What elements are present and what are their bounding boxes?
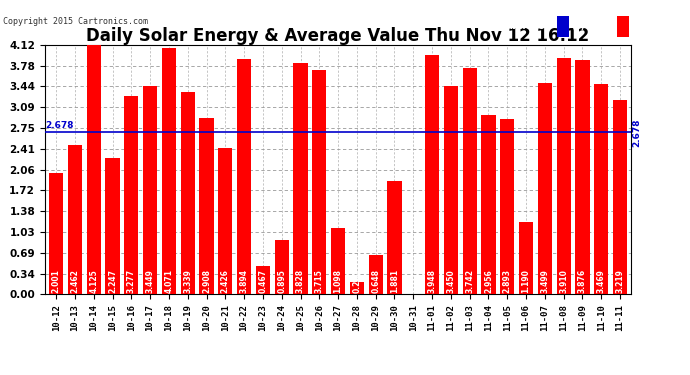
Title: Daily Solar Energy & Average Value Thu Nov 12 16:12: Daily Solar Energy & Average Value Thu N… (86, 27, 590, 45)
Text: 0.467: 0.467 (259, 269, 268, 293)
Text: 4.125: 4.125 (89, 269, 98, 293)
Text: 2.426: 2.426 (221, 269, 230, 293)
Bar (106, 158, 119, 294)
Bar (462, 68, 477, 294)
Text: 3.715: 3.715 (315, 269, 324, 293)
Bar (331, 228, 345, 294)
Bar (143, 86, 157, 294)
Bar (293, 63, 308, 294)
Bar (482, 116, 495, 294)
Text: 2.678: 2.678 (45, 121, 73, 130)
Text: 3.277: 3.277 (127, 269, 136, 293)
Text: 3.742: 3.742 (465, 269, 474, 293)
Text: 2.462: 2.462 (70, 269, 79, 293)
Text: Average: Average (506, 22, 545, 31)
Bar (500, 119, 514, 294)
Bar (87, 45, 101, 294)
Bar (594, 84, 609, 294)
Text: 3.910: 3.910 (559, 269, 568, 293)
Text: 2.001: 2.001 (52, 269, 61, 293)
Bar (68, 146, 82, 294)
Bar (618, 16, 629, 37)
Bar (124, 96, 139, 294)
Bar (237, 58, 251, 294)
Bar (181, 92, 195, 294)
Text: 3.828: 3.828 (296, 269, 305, 293)
Text: 2.908: 2.908 (202, 269, 211, 293)
Text: 1.190: 1.190 (522, 269, 531, 293)
Text: 1.881: 1.881 (390, 269, 399, 293)
Bar (162, 48, 176, 294)
Bar (218, 147, 233, 294)
Bar (49, 173, 63, 294)
Bar (613, 99, 627, 294)
Text: 3.499: 3.499 (540, 269, 549, 293)
Text: 0.895: 0.895 (277, 269, 286, 293)
Text: 0.207: 0.207 (353, 269, 362, 293)
Text: 2.893: 2.893 (503, 269, 512, 293)
Bar (368, 255, 383, 294)
Bar (350, 282, 364, 294)
Text: 3.219: 3.219 (615, 269, 624, 293)
Text: 2.678: 2.678 (632, 118, 641, 147)
Bar (256, 266, 270, 294)
Text: 2.247: 2.247 (108, 269, 117, 293)
Bar (313, 69, 326, 294)
Text: 3.876: 3.876 (578, 269, 587, 293)
Text: 3.450: 3.450 (446, 269, 455, 293)
Text: Daily: Daily (589, 22, 613, 31)
Text: 3.449: 3.449 (146, 269, 155, 293)
Text: Copyright 2015 Cartronics.com: Copyright 2015 Cartronics.com (3, 17, 148, 26)
Text: ($): ($) (571, 22, 585, 31)
Bar (425, 56, 439, 294)
Text: ($): ($) (615, 22, 629, 31)
Text: 3.948: 3.948 (428, 269, 437, 293)
Bar (444, 86, 458, 294)
Text: 1.098: 1.098 (333, 269, 343, 293)
Text: 3.339: 3.339 (184, 269, 193, 293)
Text: 3.469: 3.469 (597, 269, 606, 293)
Text: 0.648: 0.648 (371, 269, 380, 293)
Text: 3.894: 3.894 (239, 269, 248, 293)
Text: 4.071: 4.071 (164, 269, 173, 293)
Bar (557, 58, 571, 294)
Bar (538, 82, 552, 294)
Text: 2.956: 2.956 (484, 269, 493, 293)
Bar (199, 118, 214, 294)
Bar (388, 180, 402, 294)
Bar (519, 222, 533, 294)
Bar (275, 240, 288, 294)
Bar (575, 60, 589, 294)
Bar (558, 16, 569, 37)
